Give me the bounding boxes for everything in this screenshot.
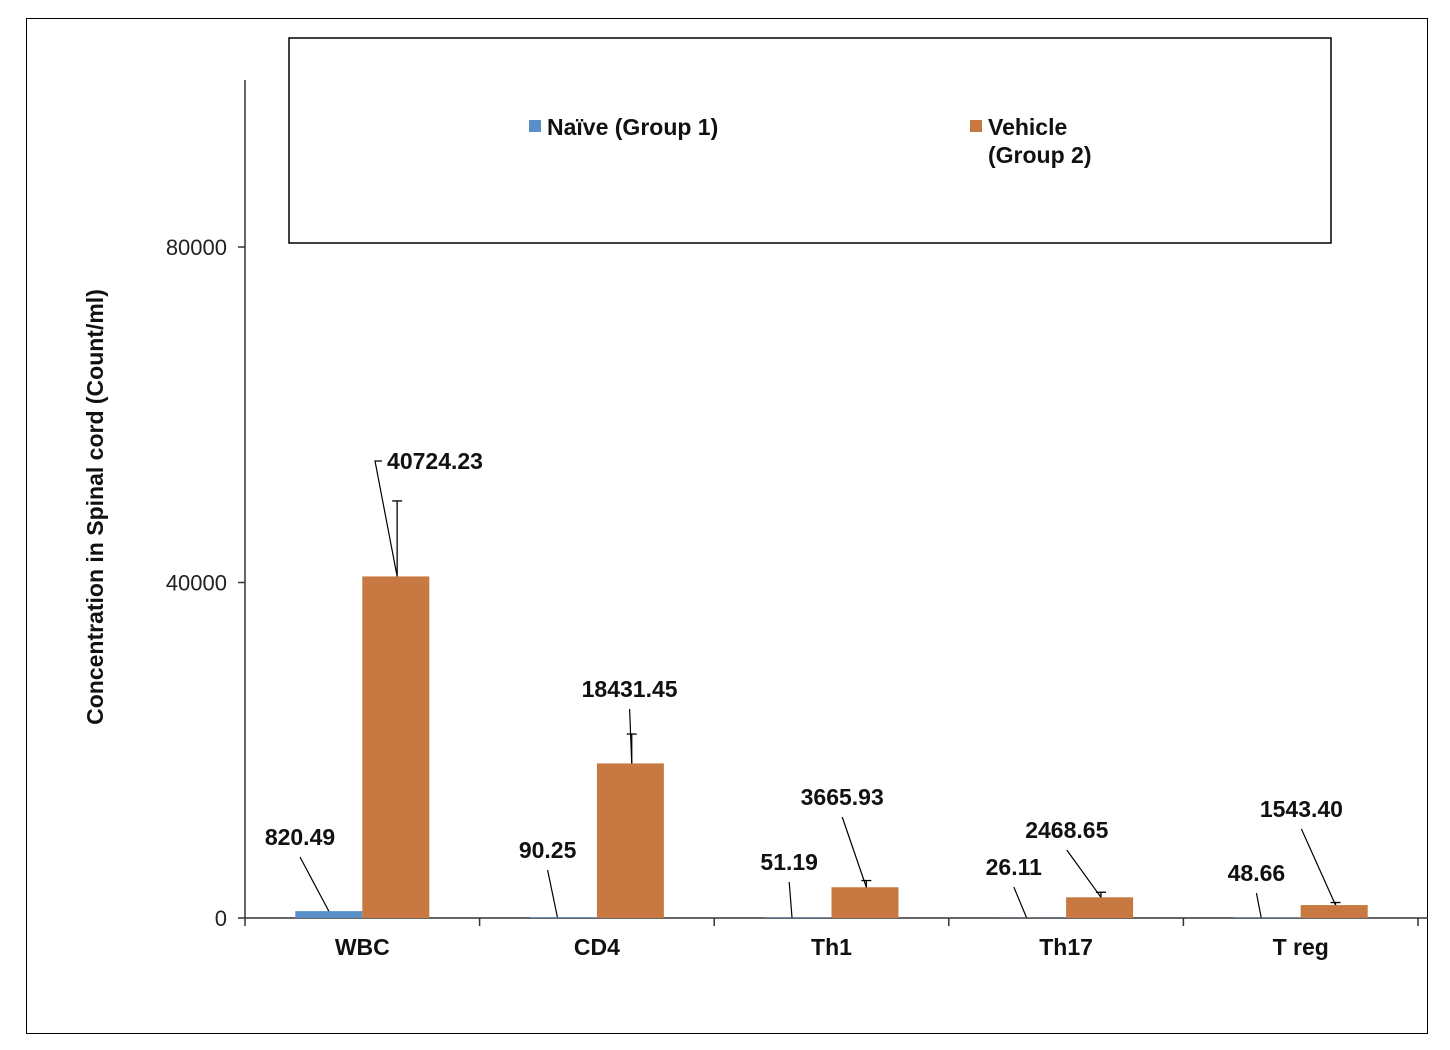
y-tick-label: 40000	[166, 571, 227, 596]
x-tick-label: WBC	[335, 934, 390, 960]
leader-line-naive	[1255, 892, 1262, 918]
data-label-naive: 26.11	[986, 854, 1042, 880]
data-label-naive: 90.25	[519, 837, 577, 863]
x-tick-label: T reg	[1273, 934, 1329, 960]
bar-vehicle	[362, 576, 430, 918]
data-label-vehicle: 40724.23	[387, 448, 483, 474]
leader-line-vehicle	[374, 460, 398, 577]
bar-vehicle	[1300, 905, 1368, 918]
legend-swatch-naive	[529, 120, 541, 132]
x-tick-label: Th1	[811, 934, 852, 960]
legend-label-vehicle-line1: Vehicle	[988, 114, 1067, 140]
data-label-vehicle: 2468.65	[1025, 817, 1108, 843]
leader-line-vehicle	[629, 708, 633, 764]
bar-naive	[529, 917, 597, 918]
data-label-naive: 820.49	[265, 824, 335, 850]
x-tick-label: CD4	[574, 934, 620, 960]
leader-line-vehicle	[1300, 828, 1337, 906]
y-tick-label: 0	[215, 906, 227, 931]
data-label-vehicle: 1543.40	[1260, 796, 1343, 822]
leader-line-vehicle	[841, 816, 867, 888]
data-label-naive: 51.19	[760, 849, 818, 875]
bar-naive	[295, 911, 363, 918]
bar-vehicle	[831, 887, 899, 918]
data-label-vehicle: 3665.93	[801, 784, 884, 810]
leader-line-naive	[1013, 886, 1028, 919]
legend-swatch-vehicle	[970, 120, 982, 132]
legend-box	[288, 37, 1332, 244]
data-label-naive: 48.66	[1228, 860, 1286, 886]
bar-vehicle	[596, 763, 664, 918]
y-axis-title: Concentration in Spinal cord (Count/ml)	[82, 289, 108, 725]
leader-line-naive	[299, 856, 330, 912]
leader-line-naive	[547, 869, 558, 918]
leader-line-naive	[788, 881, 793, 918]
legend-label-naive: Naïve (Group 1)	[547, 114, 718, 140]
y-tick-label: 80000	[166, 235, 227, 260]
bar-vehicle	[1066, 897, 1134, 918]
chart-frame	[26, 18, 1428, 1034]
leader-line-vehicle	[1066, 849, 1102, 898]
data-label-vehicle: 18431.45	[582, 676, 678, 702]
legend-label-vehicle-line2: (Group 2)	[988, 142, 1092, 168]
x-tick-label: Th17	[1039, 934, 1093, 960]
